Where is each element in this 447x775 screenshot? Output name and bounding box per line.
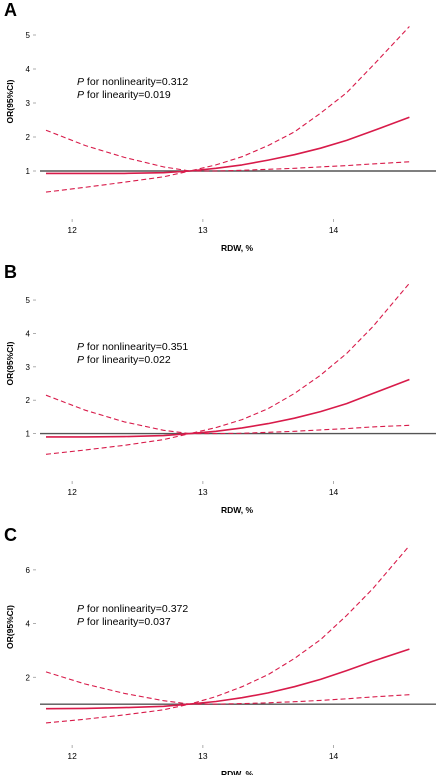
y-tick-label: 1: [26, 430, 31, 439]
y-tick-label: 6: [26, 566, 31, 575]
estimate-curve: [46, 116, 410, 175]
p-nonlinearity: P for nonlinearity=0.372: [77, 603, 189, 615]
x-tick-label: 13: [198, 225, 208, 235]
x-tick-label: 14: [329, 225, 339, 235]
p-linearity: P for linearity=0.019: [77, 89, 171, 101]
p-nonlinearity: P for nonlinearity=0.351: [77, 341, 189, 353]
estimate-curve: [45, 648, 410, 710]
x-tick-label: 12: [67, 751, 77, 761]
y-axis-label: OR(95%CI): [5, 605, 15, 649]
chart-plot: 2 4 6 12 13 14 RDW, % OR(95%CI): [5, 545, 436, 775]
y-tick-label: 4: [26, 329, 31, 338]
panel-letter: C: [4, 525, 17, 545]
p-linearity: P for linearity=0.037: [77, 616, 171, 628]
y-tick-label: 2: [26, 396, 31, 405]
upper-curve: [45, 545, 410, 705]
x-tick-label: 14: [329, 751, 339, 761]
estimate-curve: [46, 378, 410, 438]
x-axis-label: RDW, %: [221, 769, 254, 775]
chart-panel-a: A 1 2 3 4 5 12 13 14 RDW, % OR(95%CI) P for nonli…: [0, 0, 447, 253]
upper-curve: [45, 26, 410, 172]
x-tick-label: 12: [67, 225, 77, 235]
panel-letter: B: [4, 262, 17, 282]
x-tick-label: 13: [198, 487, 208, 497]
x-tick-label: 14: [329, 487, 339, 497]
chart-panel-b: B 1 2 3 4 5 12 13 14 RDW, % OR(95%CI) P for nonli…: [0, 262, 447, 515]
y-tick-label: 3: [26, 363, 31, 372]
y-tick-label: 5: [26, 296, 31, 305]
y-axis-label: OR(95%CI): [5, 341, 15, 385]
p-linearity: P for linearity=0.022: [77, 354, 171, 366]
panel-letter: A: [4, 0, 17, 20]
y-axis-label: OR(95%CI): [5, 79, 15, 123]
x-axis-label: RDW, %: [221, 505, 254, 515]
p-value-annotation: P for nonlinearity=0.372 P for linearity…: [77, 603, 188, 629]
x-tick-label: 13: [198, 751, 208, 761]
p-value-annotation: P for nonlinearity=0.351 P for linearity…: [77, 341, 188, 367]
y-tick-label: 1: [26, 167, 31, 176]
upper-curve: [45, 282, 410, 435]
p-value-annotation: P for nonlinearity=0.312 P for linearity…: [77, 76, 188, 102]
y-tick-label: 3: [26, 99, 31, 108]
x-axis-label: RDW, %: [221, 243, 254, 253]
y-tick-label: 5: [26, 31, 31, 40]
y-tick-label: 4: [26, 65, 31, 74]
y-tick-label: 2: [26, 673, 31, 682]
p-nonlinearity: P for nonlinearity=0.312: [77, 76, 189, 88]
y-tick-label: 4: [26, 620, 31, 629]
chart-panel-c: C 2 4 6 12 13 14 RDW, % OR(95%CI) P for nonline…: [0, 525, 447, 775]
x-tick-label: 12: [67, 487, 77, 497]
y-tick-label: 2: [26, 133, 31, 142]
